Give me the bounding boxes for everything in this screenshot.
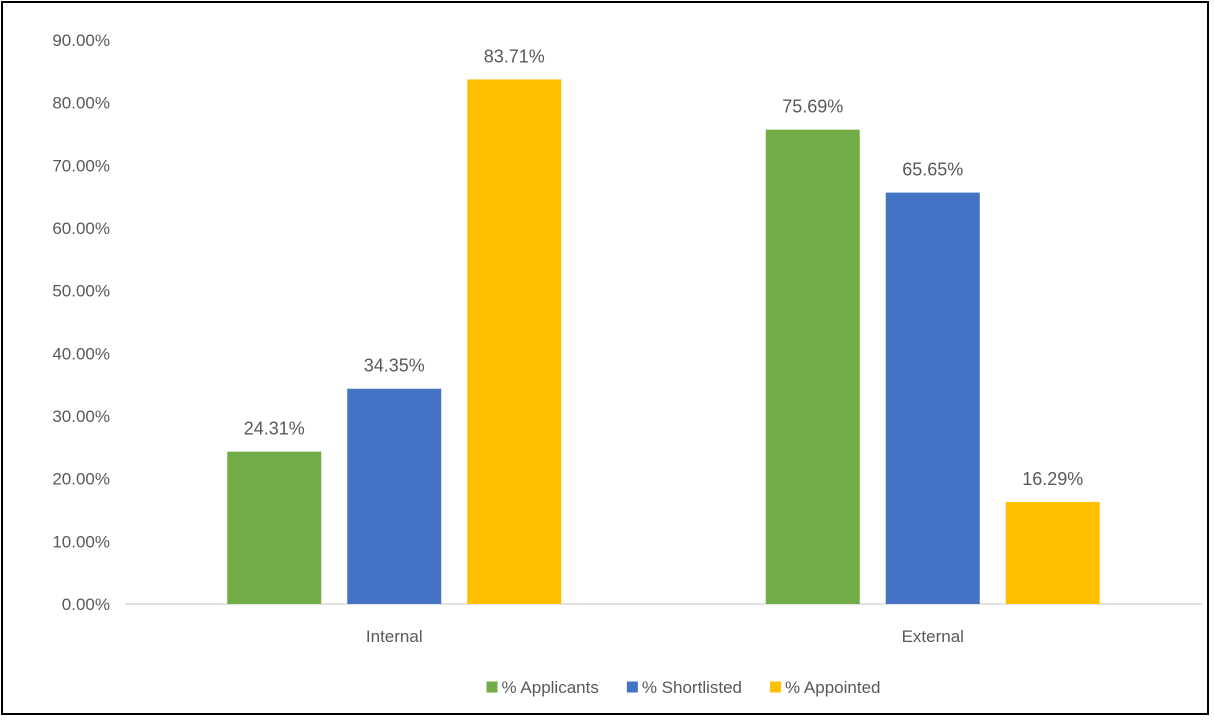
category-label: External — [902, 627, 964, 646]
y-tick-label: 0.00% — [62, 595, 110, 614]
bar — [347, 388, 442, 604]
y-axis-ticks: 0.00% 10.00% 20.00% 30.00% 40.00% 50.00% 60.00… — [52, 31, 110, 614]
data-label: 16.29% — [1022, 469, 1083, 489]
y-tick-label: 10.00% — [52, 532, 110, 551]
legend-label: % Applicants — [502, 678, 599, 697]
data-label: 65.65% — [902, 160, 963, 180]
legend-swatch — [770, 681, 782, 693]
data-label: 75.69% — [782, 97, 843, 117]
legend-label: % Shortlisted — [642, 678, 742, 697]
y-tick-label: 80.00% — [52, 94, 110, 113]
bar — [1005, 501, 1100, 604]
data-label: 34.35% — [364, 356, 425, 376]
y-tick-label: 60.00% — [52, 219, 110, 238]
bar — [227, 451, 322, 604]
data-labels: 24.31% 34.35% 83.71% 75.69% 65.65% 16.29% — [244, 46, 1084, 488]
y-tick-label: 30.00% — [52, 407, 110, 426]
category-labels: Internal External — [366, 627, 964, 646]
bar-chart: 0.00% 10.00% 20.00% 30.00% 40.00% 50.00% 60.00… — [52, 31, 1202, 697]
legend-swatch — [486, 681, 498, 693]
bar — [885, 192, 980, 605]
y-tick-label: 70.00% — [52, 156, 110, 175]
bar — [765, 129, 860, 604]
y-tick-label: 40.00% — [52, 344, 110, 363]
bars — [227, 79, 1100, 605]
legend: % Applicants % Shortlisted % Appointed — [486, 678, 880, 697]
legend-swatch — [626, 681, 638, 693]
y-tick-label: 20.00% — [52, 470, 110, 489]
category-label: Internal — [366, 627, 423, 646]
data-label: 24.31% — [244, 419, 305, 439]
legend-label: % Appointed — [785, 678, 880, 697]
data-label: 83.71% — [484, 46, 545, 66]
bar — [467, 79, 562, 604]
y-tick-label: 50.00% — [52, 282, 110, 301]
y-tick-label: 90.00% — [52, 31, 110, 50]
